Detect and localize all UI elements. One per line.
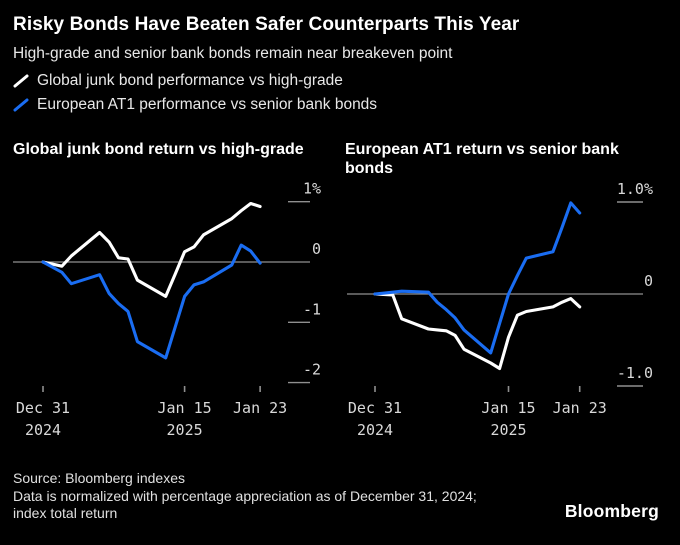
x-axis-label: Dec 31 <box>348 399 402 417</box>
methodology-note-line2: index total return <box>13 505 118 521</box>
y-axis-label: -1.0 <box>617 364 653 382</box>
page-subtitle: High-grade and senior bank bonds remain … <box>13 45 453 62</box>
x-axis-label: Jan 15 <box>158 399 212 417</box>
legend: Global junk bond performance vs high-gra… <box>13 71 377 115</box>
chart-panel-right: 1.0% 0 -1.0 Dec 31 2024 Jan 15 2025 Jan 23 <box>347 180 653 439</box>
white-series-line <box>41 201 262 298</box>
y-axis-label: 0 <box>312 240 321 258</box>
legend-label-at1: European AT1 performance vs senior bank … <box>37 96 378 113</box>
chart-title-right: European AT1 return vs senior bank bonds <box>345 141 619 177</box>
x-axis-label-year: 2024 <box>357 421 393 439</box>
y-axis-label: 1.0% <box>617 180 653 198</box>
x-axis-label-year: 2024 <box>25 421 61 439</box>
white-line-marker-icon <box>13 74 29 88</box>
x-axis-label: Jan 23 <box>553 399 607 417</box>
chart-panel-left: 1% 0 -1 -2 Dec 31 2024 Jan 15 2025 Jan 23 <box>13 180 321 439</box>
y-axis-label: -2 <box>303 361 321 379</box>
legend-item-junk-vs-high-grade: Global junk bond performance vs high-gra… <box>13 71 377 91</box>
bloomberg-logo: Bloomberg <box>564 501 659 521</box>
footer: Source: Bloomberg indexes Data is normal… <box>13 470 477 523</box>
blue-line-marker-icon <box>13 98 29 112</box>
x-axis-label-year: 2025 <box>167 421 203 439</box>
page-title: Risky Bonds Have Beaten Safer Counterpar… <box>13 14 520 35</box>
source-note: Source: Bloomberg indexes <box>13 470 185 486</box>
x-axis-label-year: 2025 <box>490 421 526 439</box>
methodology-note-line1: Data is normalized with percentage appre… <box>13 487 477 504</box>
blue-series-line <box>41 243 262 360</box>
legend-item-at1-vs-senior: European AT1 performance vs senior bank … <box>13 95 377 115</box>
blue-series-line <box>373 201 582 355</box>
x-axis-label: Dec 31 <box>16 399 70 417</box>
legend-label-junk: Global junk bond performance vs high-gra… <box>37 72 343 89</box>
y-axis-label: -1 <box>303 300 321 318</box>
chart-title-left: Global junk bond return vs high-grade <box>13 141 304 158</box>
y-axis-label: 0 <box>644 272 653 290</box>
x-axis-label: Jan 23 <box>233 399 287 417</box>
x-axis-label: Jan 15 <box>481 399 535 417</box>
white-series-line <box>373 292 582 371</box>
y-axis-label: 1% <box>303 180 321 198</box>
